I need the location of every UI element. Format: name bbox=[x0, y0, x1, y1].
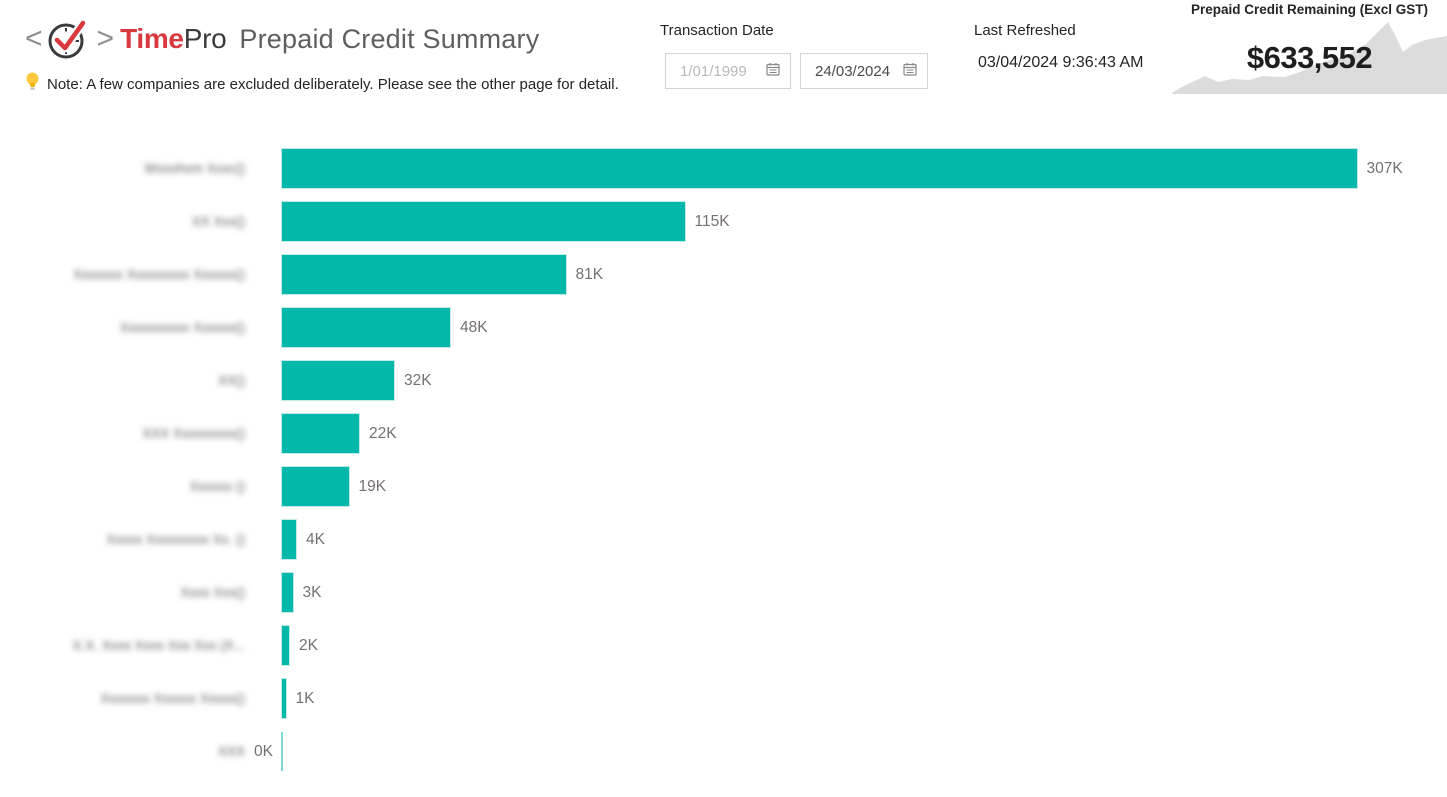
value-label: 1K bbox=[295, 690, 315, 707]
category-label-redacted: Xxxxxxx Xxxxxx Xxxxx() bbox=[100, 691, 245, 706]
value-label: 3K bbox=[302, 584, 322, 601]
start-date-input[interactable]: 1/01/1999 bbox=[665, 53, 791, 89]
transaction-date-label: Transaction Date bbox=[660, 22, 774, 39]
kpi-title: Prepaid Credit Remaining (Excl GST) bbox=[1190, 2, 1429, 17]
note-banner: Note: A few companies are excluded delib… bbox=[26, 72, 619, 96]
category-label-redacted: XXX Xxxxxxxxx() bbox=[142, 426, 245, 441]
chart-row: Xxxxx Xxxxxxxxx Xx. () 4K bbox=[0, 513, 1447, 566]
chart-row: Xxxxxxxxxx Xxxxxx() 48K bbox=[0, 301, 1447, 354]
page-title: Prepaid Credit Summary bbox=[239, 23, 540, 54]
category-label-redacted: XXX bbox=[217, 744, 245, 759]
chart-row: Wxxxhxm Xxxc() 307K bbox=[0, 142, 1447, 195]
category-label-redacted: Xxxx Xxx() bbox=[180, 585, 245, 600]
bar[interactable] bbox=[281, 148, 1358, 189]
kpi-value: $633,552 bbox=[1246, 40, 1373, 75]
category-label-redacted: XX Xxx() bbox=[191, 214, 245, 229]
prepaid-credit-bar-chart: Wxxxhxm Xxxc() 307K XX Xxx() 115K Xxxxxxx Xx… bbox=[0, 142, 1447, 778]
category-label-redacted: X.X. Xxxx Xxxx Xxx Xxx (X... bbox=[72, 638, 245, 653]
category-label-redacted: XX() bbox=[218, 373, 245, 388]
kpi-sparkline-chart bbox=[1172, 22, 1447, 94]
bar[interactable] bbox=[281, 413, 360, 454]
bar[interactable] bbox=[281, 678, 287, 719]
chart-row: XX() 32K bbox=[0, 354, 1447, 407]
bar[interactable] bbox=[281, 572, 294, 613]
bar[interactable] bbox=[281, 360, 395, 401]
note-text: Note: A few companies are excluded delib… bbox=[47, 75, 619, 93]
end-date-value[interactable]: 24/03/2024 bbox=[815, 62, 891, 80]
brand-time: Time bbox=[120, 23, 184, 54]
value-label: 32K bbox=[404, 372, 432, 389]
value-label: 19K bbox=[358, 478, 387, 495]
chart-row: Xxxxxx () 19K bbox=[0, 460, 1447, 513]
clock-logo-icon bbox=[45, 16, 95, 62]
category-label-redacted: Xxxxxxx Xxxxxxxxx Xxxxxx() bbox=[73, 267, 245, 282]
end-date-input[interactable]: 24/03/2024 bbox=[800, 53, 928, 89]
chart-row: X.X. Xxxx Xxxx Xxx Xxx (X... 2K bbox=[0, 619, 1447, 672]
value-label: 48K bbox=[460, 319, 488, 336]
category-label-redacted: Xxxxx Xxxxxxxxx Xx. () bbox=[106, 532, 245, 547]
brand-name: TimePro bbox=[120, 23, 227, 55]
last-refreshed-label: Last Refreshed bbox=[974, 22, 1076, 39]
bar[interactable] bbox=[281, 466, 350, 507]
calendar-icon[interactable] bbox=[903, 62, 917, 81]
chart-row: XXX Xxxxxxxxx() 22K bbox=[0, 407, 1447, 460]
value-label: 2K bbox=[299, 637, 318, 654]
bar[interactable] bbox=[281, 519, 297, 560]
bar[interactable] bbox=[281, 307, 451, 348]
bar[interactable] bbox=[281, 625, 290, 666]
lightbulb-icon bbox=[26, 72, 39, 96]
chart-row: XX Xxx() 115K bbox=[0, 195, 1447, 248]
bar[interactable] bbox=[281, 254, 567, 295]
value-label: 0K bbox=[254, 743, 273, 760]
bar[interactable] bbox=[281, 201, 686, 242]
bar[interactable] bbox=[281, 732, 283, 771]
value-label: 81K bbox=[575, 266, 604, 283]
category-label-redacted: Xxxxxxxxxx Xxxxxx() bbox=[119, 320, 245, 335]
chart-row: Xxxx Xxx() 3K bbox=[0, 566, 1447, 619]
category-label-redacted: Wxxxhxm Xxxc() bbox=[144, 161, 246, 176]
value-label: 115K bbox=[694, 213, 730, 230]
chart-row: Xxxxxxx Xxxxxx Xxxxx() 1K bbox=[0, 672, 1447, 725]
kpi-card[interactable]: Prepaid Credit Remaining (Excl GST) $633… bbox=[1172, 0, 1447, 94]
calendar-icon[interactable] bbox=[766, 62, 780, 81]
value-label: 22K bbox=[369, 425, 397, 442]
logo-right-bracket: > bbox=[96, 22, 115, 55]
value-label: 307K bbox=[1366, 160, 1403, 177]
chart-row: XXX 0K bbox=[0, 725, 1447, 778]
category-label-redacted: Xxxxxx () bbox=[189, 479, 246, 494]
app-logo: < > TimePro Prepaid Credit Summary bbox=[25, 16, 539, 62]
value-label: 4K bbox=[306, 531, 325, 548]
start-date-value[interactable]: 1/01/1999 bbox=[680, 62, 747, 80]
brand-pro: Pro bbox=[183, 23, 227, 54]
logo-left-bracket: < bbox=[25, 22, 43, 55]
last-refreshed-value: 03/04/2024 9:36:43 AM bbox=[978, 54, 1144, 71]
chart-row: Xxxxxxx Xxxxxxxxx Xxxxxx() 81K bbox=[0, 248, 1447, 301]
